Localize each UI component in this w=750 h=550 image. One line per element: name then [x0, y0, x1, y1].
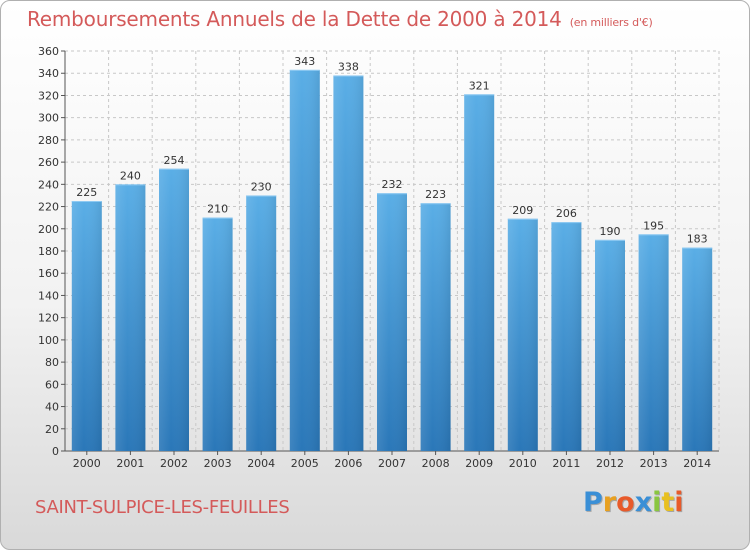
x-tick-label: 2014 [683, 457, 711, 470]
x-tick-label: 2013 [640, 457, 668, 470]
x-tick-label: 2009 [465, 457, 493, 470]
y-tick-label: 260 [38, 156, 59, 169]
chart-title-text: Remboursements Annuels de la Dette de 20… [27, 7, 562, 31]
value-label: 190 [600, 225, 621, 238]
x-tick-label: 2012 [596, 457, 624, 470]
x-tick-label: 2003 [204, 457, 232, 470]
bar-shine [202, 217, 233, 451]
value-label: 209 [512, 204, 533, 217]
bar-shine [682, 247, 713, 451]
y-tick-label: 320 [38, 89, 59, 102]
x-tick-label: 2004 [247, 457, 275, 470]
y-tick-label: 180 [38, 245, 59, 258]
bar-shine [289, 69, 320, 451]
y-tick-label: 60 [45, 378, 59, 391]
bar-shine [638, 234, 669, 451]
chart-title: Remboursements Annuels de la Dette de 20… [27, 7, 653, 31]
value-label: 230 [251, 180, 272, 193]
logo-letter: r [602, 487, 617, 518]
value-label: 338 [338, 60, 359, 73]
y-tick-label: 140 [38, 289, 59, 302]
x-tick-label: 2010 [509, 457, 537, 470]
value-label: 195 [643, 219, 664, 232]
labels: 0 20 40 60 80 100 120 140 160 180 200 220 240 260 280 3… [38, 45, 711, 470]
y-tick-label: 160 [38, 267, 59, 280]
bar-shine [420, 203, 451, 451]
y-tick-label: 280 [38, 134, 59, 147]
value-label: 254 [164, 154, 185, 167]
value-label: 210 [207, 203, 228, 216]
bar-shine [464, 94, 495, 451]
bar-shine [507, 218, 538, 451]
logo-letter: t [661, 487, 675, 518]
y-tick-label: 20 [45, 423, 59, 436]
proxiti-logo: Proxiti [583, 487, 684, 518]
bar-shine [246, 195, 277, 451]
y-tick-label: 340 [38, 67, 59, 80]
value-label: 223 [425, 188, 446, 201]
x-tick-label: 2001 [116, 457, 144, 470]
value-label: 206 [556, 207, 577, 220]
value-label: 240 [120, 169, 141, 182]
bar-shine [159, 168, 189, 451]
y-tick-label: 220 [38, 201, 59, 214]
logo-letter: i [674, 487, 684, 518]
value-label: 183 [687, 233, 708, 246]
value-label: 225 [76, 186, 97, 199]
y-tick-label: 360 [38, 45, 59, 58]
y-tick-label: 300 [38, 112, 59, 125]
bar-shine [595, 239, 625, 451]
x-tick-label: 2005 [291, 457, 319, 470]
value-label: 232 [382, 178, 403, 191]
y-tick-label: 0 [52, 445, 59, 458]
x-tick-label: 2006 [334, 457, 362, 470]
bar-shine [115, 184, 146, 452]
chart-unit: (en milliers d'€) [569, 16, 653, 29]
location-name: SAINT-SULPICE-LES-FEUILLES [35, 497, 290, 518]
logo-letter: o [616, 487, 635, 518]
x-tick-label: 2000 [73, 457, 101, 470]
bar-shine [333, 75, 364, 451]
value-label: 321 [469, 79, 490, 92]
y-tick-label: 40 [45, 401, 59, 414]
bar-shine [377, 193, 407, 451]
x-tick-label: 2008 [422, 457, 450, 470]
x-tick-label: 2011 [552, 457, 580, 470]
y-tick-label: 100 [38, 334, 59, 347]
logo-letter: i [652, 487, 662, 518]
bar-shine [551, 222, 582, 451]
x-tick-label: 2007 [378, 457, 406, 470]
bar-shine [71, 201, 102, 451]
bars [71, 69, 713, 452]
y-tick-label: 80 [45, 356, 59, 369]
y-tick-label: 120 [38, 312, 59, 325]
y-tick-label: 240 [38, 178, 59, 191]
x-tick-label: 2002 [160, 457, 188, 470]
logo-letter: P [583, 487, 603, 518]
logo-letter: x [634, 487, 653, 518]
y-tick-label: 200 [38, 223, 59, 236]
value-label: 343 [294, 55, 315, 68]
